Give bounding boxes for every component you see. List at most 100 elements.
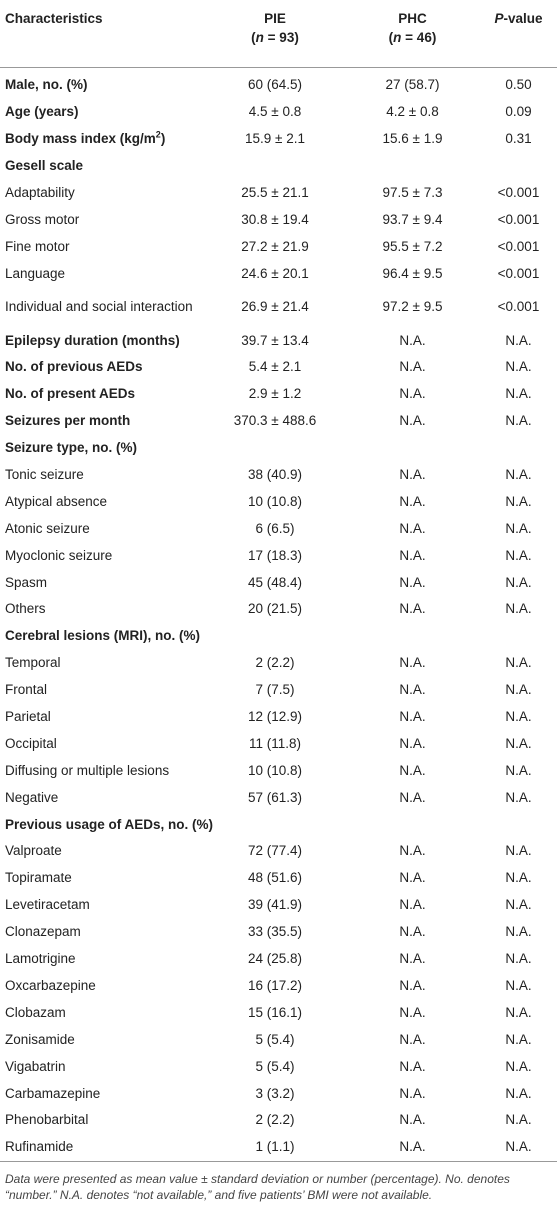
table-row: Language 24.6 ± 20.1 96.4 ± 9.5 <0.001 [0,260,557,287]
value-cell: N.A. [480,999,557,1026]
value-cell: N.A. [345,354,480,381]
label-text: Clonazepam [5,924,81,940]
cell-text: 27.2 ± 21.9 [241,238,309,254]
cell-text: 5.4 ± 2.1 [248,359,302,375]
value-cell: N.A. [480,650,557,677]
label-cell: Gesell scale [0,153,557,180]
value-cell: <0.001 [480,233,557,260]
label-cell: Valproate [0,838,205,865]
cell-text: 27 (58.7) [385,77,440,93]
table-row: Seizure type, no. (%) [0,435,557,462]
cell-text: 39.7 ± 13.4 [241,332,309,348]
label-text: Others [5,601,46,617]
header-cell: P-value [480,0,557,68]
value-cell: N.A. [480,757,557,784]
cell-text: N.A. [505,574,532,590]
value-cell: 27 (58.7) [345,68,480,99]
label-text: Lamotrigine [5,951,76,967]
cell-text: 96.4 ± 9.5 [382,265,443,281]
label-text: Atypical absence [5,493,108,509]
value-cell: 5 (5.4) [205,1026,345,1053]
table-row: Others 20 (21.5) N.A. N.A. [0,596,557,623]
cell-text: N.A. [505,1139,532,1155]
cell-text: N.A. [505,951,532,967]
value-cell: N.A. [345,408,480,435]
label-cell: Spasm [0,569,205,596]
value-cell: <0.001 [480,260,557,287]
label-cell: Others [0,596,205,623]
label-cell: Zonisamide [0,1026,205,1053]
table-row: Clobazam 15 (16.1) N.A. N.A. [0,999,557,1026]
table-row: Cerebral lesions (MRI), no. (%) [0,623,557,650]
value-cell: N.A. [345,757,480,784]
cell-text: 95.5 ± 7.2 [382,238,443,254]
label-text: Atonic seizure [5,520,90,536]
header-text: P [494,11,504,26]
value-cell: 0.50 [480,68,557,99]
label-cell: Diffusing or multiple lesions [0,757,205,784]
value-cell: N.A. [345,704,480,731]
value-cell: 0.09 [480,99,557,126]
table-row: No. of present AEDs 2.9 ± 1.2 N.A. N.A. [0,381,557,408]
value-cell: N.A. [480,596,557,623]
cell-text: 33 (35.5) [247,924,303,940]
label-cell: Myoclonic seizure [0,542,205,569]
value-cell: 25.5 ± 21.1 [205,180,345,207]
value-cell: N.A. [480,919,557,946]
label-text: Previous usage of AEDs, no. (%) [5,816,214,832]
value-cell: N.A. [480,704,557,731]
label-cell: Phenobarbital [0,1107,205,1134]
value-cell: N.A. [480,1133,557,1162]
label-text: Zonisamide [5,1031,75,1047]
value-cell: N.A. [480,1053,557,1080]
label-text: No. of previous AEDs [5,359,143,375]
table-body: Male, no. (%) 60 (64.5) 27 (58.7) 0.50 Age (… [0,68,557,1162]
cell-text: 3 (3.2) [255,1085,295,1101]
label-text: Adaptability [5,185,75,200]
cell-text: 5 (5.4) [255,1031,295,1047]
value-cell: 15.9 ± 2.1 [205,126,345,153]
table-row: Frontal 7 (7.5) N.A. N.A. [0,677,557,704]
cell-text: N.A. [399,897,426,913]
value-cell: N.A. [345,327,480,354]
cell-text: N.A. [505,413,532,429]
label-text: Seizures per month [5,413,131,429]
cell-text: N.A. [399,467,426,483]
value-cell: 96.4 ± 9.5 [345,260,480,287]
value-cell: N.A. [480,381,557,408]
value-cell: 10 (10.8) [205,488,345,515]
value-cell: N.A. [480,569,557,596]
cell-text: <0.001 [497,185,540,200]
cell-text: N.A. [399,843,426,859]
value-cell: N.A. [345,892,480,919]
label-cell: Previous usage of AEDs, no. (%) [0,811,557,838]
value-cell: 16 (17.2) [205,973,345,1000]
value-cell: N.A. [480,892,557,919]
value-cell: 20 (21.5) [205,596,345,623]
value-cell: 97.2 ± 9.5 [345,287,480,327]
label-cell: Occipital [0,730,205,757]
cell-text: N.A. [399,709,426,725]
label-text: Cerebral lesions (MRI), no. (%) [5,628,201,644]
value-cell: 1 (1.1) [205,1133,345,1162]
label-text: Tonic seizure [5,467,84,483]
label-cell: Male, no. (%) [0,68,205,99]
value-cell: 27.2 ± 21.9 [205,233,345,260]
table-row: Adaptability 25.5 ± 21.1 97.5 ± 7.3 <0.001 [0,180,557,207]
cell-text: 60 (64.5) [247,77,303,93]
cell-text: N.A. [399,359,426,375]
value-cell: 17 (18.3) [205,542,345,569]
header-cell: PHC (n = 46) [345,0,480,68]
value-cell: 370.3 ± 488.6 [205,408,345,435]
value-cell: N.A. [345,1080,480,1107]
value-cell: N.A. [480,1080,557,1107]
cell-text: N.A. [505,332,532,348]
cell-text: N.A. [505,467,532,483]
table-row: Gesell scale [0,153,557,180]
label-text: Gross motor [5,211,80,227]
cell-text: 370.3 ± 488.6 [233,413,317,429]
cell-text: N.A. [505,843,532,859]
label-cell: Seizures per month [0,408,205,435]
cell-text: N.A. [399,762,426,778]
table-row: Seizures per month 370.3 ± 488.6 N.A. N.A. [0,408,557,435]
